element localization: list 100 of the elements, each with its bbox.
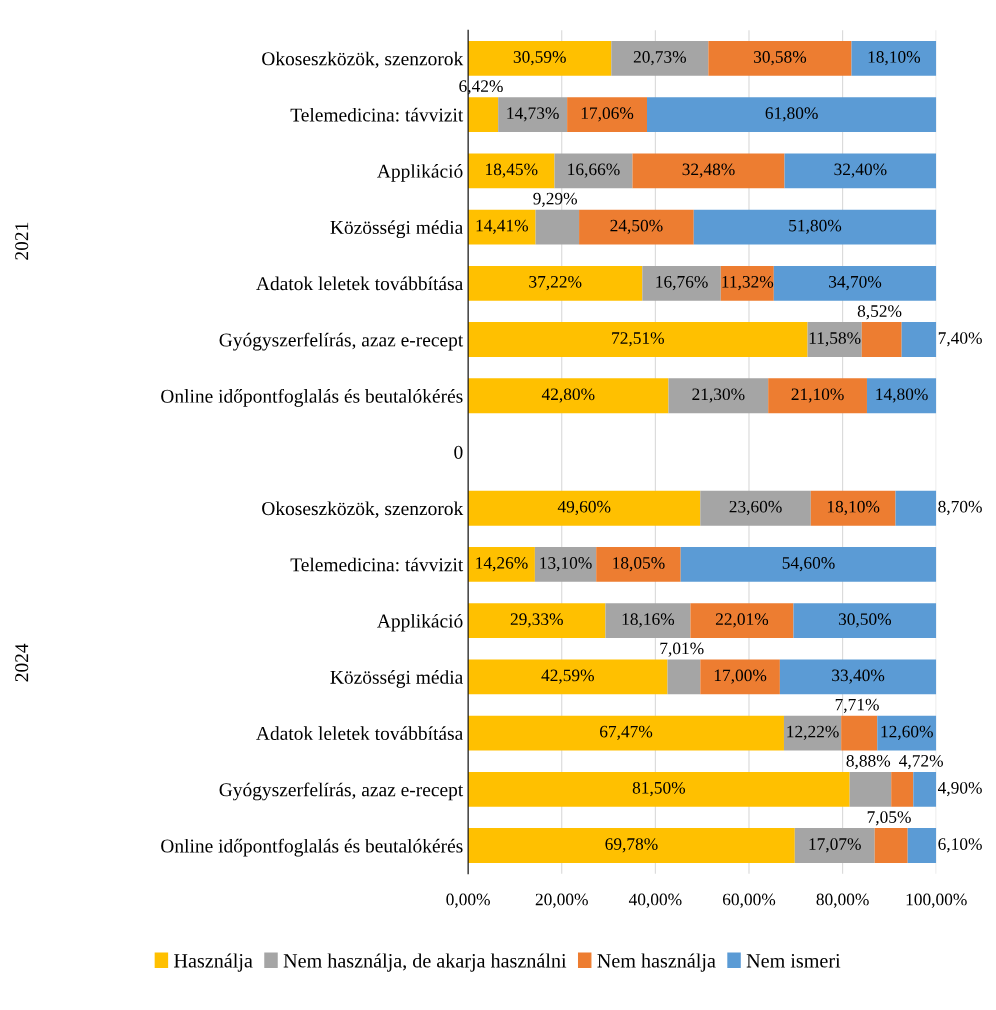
bar xyxy=(468,659,668,695)
data-label: 54,60% xyxy=(782,557,835,572)
y-tick-label: Online időpontfoglalás és beutalókérés xyxy=(161,388,463,407)
data-label: 12,60% xyxy=(881,725,933,740)
data-label: 14,80% xyxy=(876,388,928,403)
y-tick-label: Applikáció xyxy=(377,164,463,182)
data-label: 30,58% xyxy=(754,51,807,66)
y-tick-label: Gyógyszerfelírás, azaz e-recept xyxy=(219,782,464,801)
bar xyxy=(579,209,694,245)
y-tick-label: Közösségi média xyxy=(330,220,463,239)
bar xyxy=(535,209,580,245)
data-label: 16,66% xyxy=(568,163,620,178)
y-tick-label: Applikáció xyxy=(377,613,463,632)
bar xyxy=(646,97,937,133)
x-tick-label: 80,00% xyxy=(816,893,869,908)
bar xyxy=(891,771,914,807)
bar xyxy=(468,153,555,189)
x-tick-label: 100,00% xyxy=(906,893,967,908)
bar xyxy=(693,209,937,245)
data-label: 33,40% xyxy=(832,669,885,684)
data-label: 7,40% xyxy=(938,332,982,347)
data-label: 7,71% xyxy=(835,698,879,713)
data-label: 17,07% xyxy=(809,838,861,853)
data-label: 8,52% xyxy=(857,305,902,320)
y-tick-label: Adatok leletek továbbítása xyxy=(256,276,463,291)
y-tick-label: Okoseszközök, szenzorok xyxy=(262,501,464,518)
bar xyxy=(913,771,937,807)
data-label: 14,73% xyxy=(507,107,559,122)
bar xyxy=(901,322,937,357)
bar xyxy=(668,378,769,414)
data-label: 8,70% xyxy=(938,500,982,516)
bar xyxy=(690,603,794,639)
bar xyxy=(667,659,701,695)
bar xyxy=(468,490,701,526)
data-label: 22,01% xyxy=(715,613,769,628)
bar xyxy=(793,603,937,639)
bar xyxy=(468,828,795,863)
bar xyxy=(779,659,937,695)
data-label: 18,05% xyxy=(613,557,665,572)
text: 2021 xyxy=(15,222,29,260)
data-label: 37,22% xyxy=(529,275,582,291)
text: 2024 xyxy=(15,643,29,682)
x-tick-label: 20,00% xyxy=(535,893,588,908)
bar xyxy=(468,546,535,582)
data-label: 18,45% xyxy=(486,163,538,178)
data-label: 7,05% xyxy=(867,811,911,826)
bar xyxy=(720,265,774,301)
y-tick-label: 0 xyxy=(454,445,463,459)
bar xyxy=(468,715,784,751)
bar xyxy=(700,490,811,526)
data-label: 61,80% xyxy=(765,107,818,122)
bar xyxy=(841,715,878,751)
bar xyxy=(708,40,852,76)
bar xyxy=(861,322,902,357)
bar xyxy=(680,546,937,582)
y-tick-label: Gyógyszerfelírás, azaz e-recept xyxy=(219,332,464,351)
data-label: 17,00% xyxy=(714,669,767,684)
y-tick-label: Telemedicina: távvizit xyxy=(290,107,464,122)
legend-label: Nem használja, de akarja használni xyxy=(283,953,567,972)
data-label: 24,50% xyxy=(610,219,663,234)
data-label: 72,51% xyxy=(612,332,665,347)
x-tick-label: 60,00% xyxy=(722,893,776,908)
data-label: 16,76% xyxy=(656,275,708,291)
data-label: 17,06% xyxy=(581,107,634,122)
data-label: 7,01% xyxy=(660,642,704,657)
data-label: 29,33% xyxy=(510,613,563,628)
data-label: 67,47% xyxy=(600,725,653,740)
bar xyxy=(632,153,785,189)
bar xyxy=(596,546,681,582)
bar xyxy=(554,153,633,189)
legend-label: Használja xyxy=(174,953,253,972)
legend-label: Nem használja xyxy=(597,953,716,972)
data-label: 4,90% xyxy=(937,781,982,797)
bar xyxy=(468,265,643,301)
data-label: 18,16% xyxy=(622,613,675,628)
bar xyxy=(794,828,875,863)
data-label: 42,80% xyxy=(541,388,595,403)
bar xyxy=(468,40,612,76)
data-label: 8,88% xyxy=(846,754,891,770)
bar xyxy=(810,490,896,526)
data-label: 13,10% xyxy=(540,557,592,572)
bar xyxy=(807,322,862,357)
data-label: 32,48% xyxy=(682,163,735,178)
data-label: 34,70% xyxy=(829,275,882,291)
x-tick-label: 0,00% xyxy=(446,893,490,908)
bar xyxy=(783,715,842,751)
bar xyxy=(605,603,691,639)
bar xyxy=(877,715,937,751)
bar xyxy=(773,265,937,301)
data-label: 21,30% xyxy=(692,388,745,403)
data-label: 11,32% xyxy=(722,275,774,291)
bar xyxy=(611,40,709,76)
y-tick-label: Telemedicina: távvizit xyxy=(290,557,464,572)
bar xyxy=(468,771,850,807)
data-label: 21,10% xyxy=(791,388,844,403)
data-label: 18,10% xyxy=(827,500,880,516)
bar xyxy=(866,378,937,414)
bar xyxy=(768,378,867,414)
bar xyxy=(851,40,937,76)
y-tick-label: Online időpontfoglalás és beutalókérés xyxy=(161,838,463,857)
